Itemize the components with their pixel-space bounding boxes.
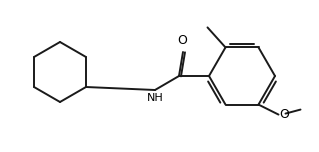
Text: NH: NH xyxy=(147,93,163,103)
Text: O: O xyxy=(177,34,187,47)
Text: O: O xyxy=(279,108,289,121)
